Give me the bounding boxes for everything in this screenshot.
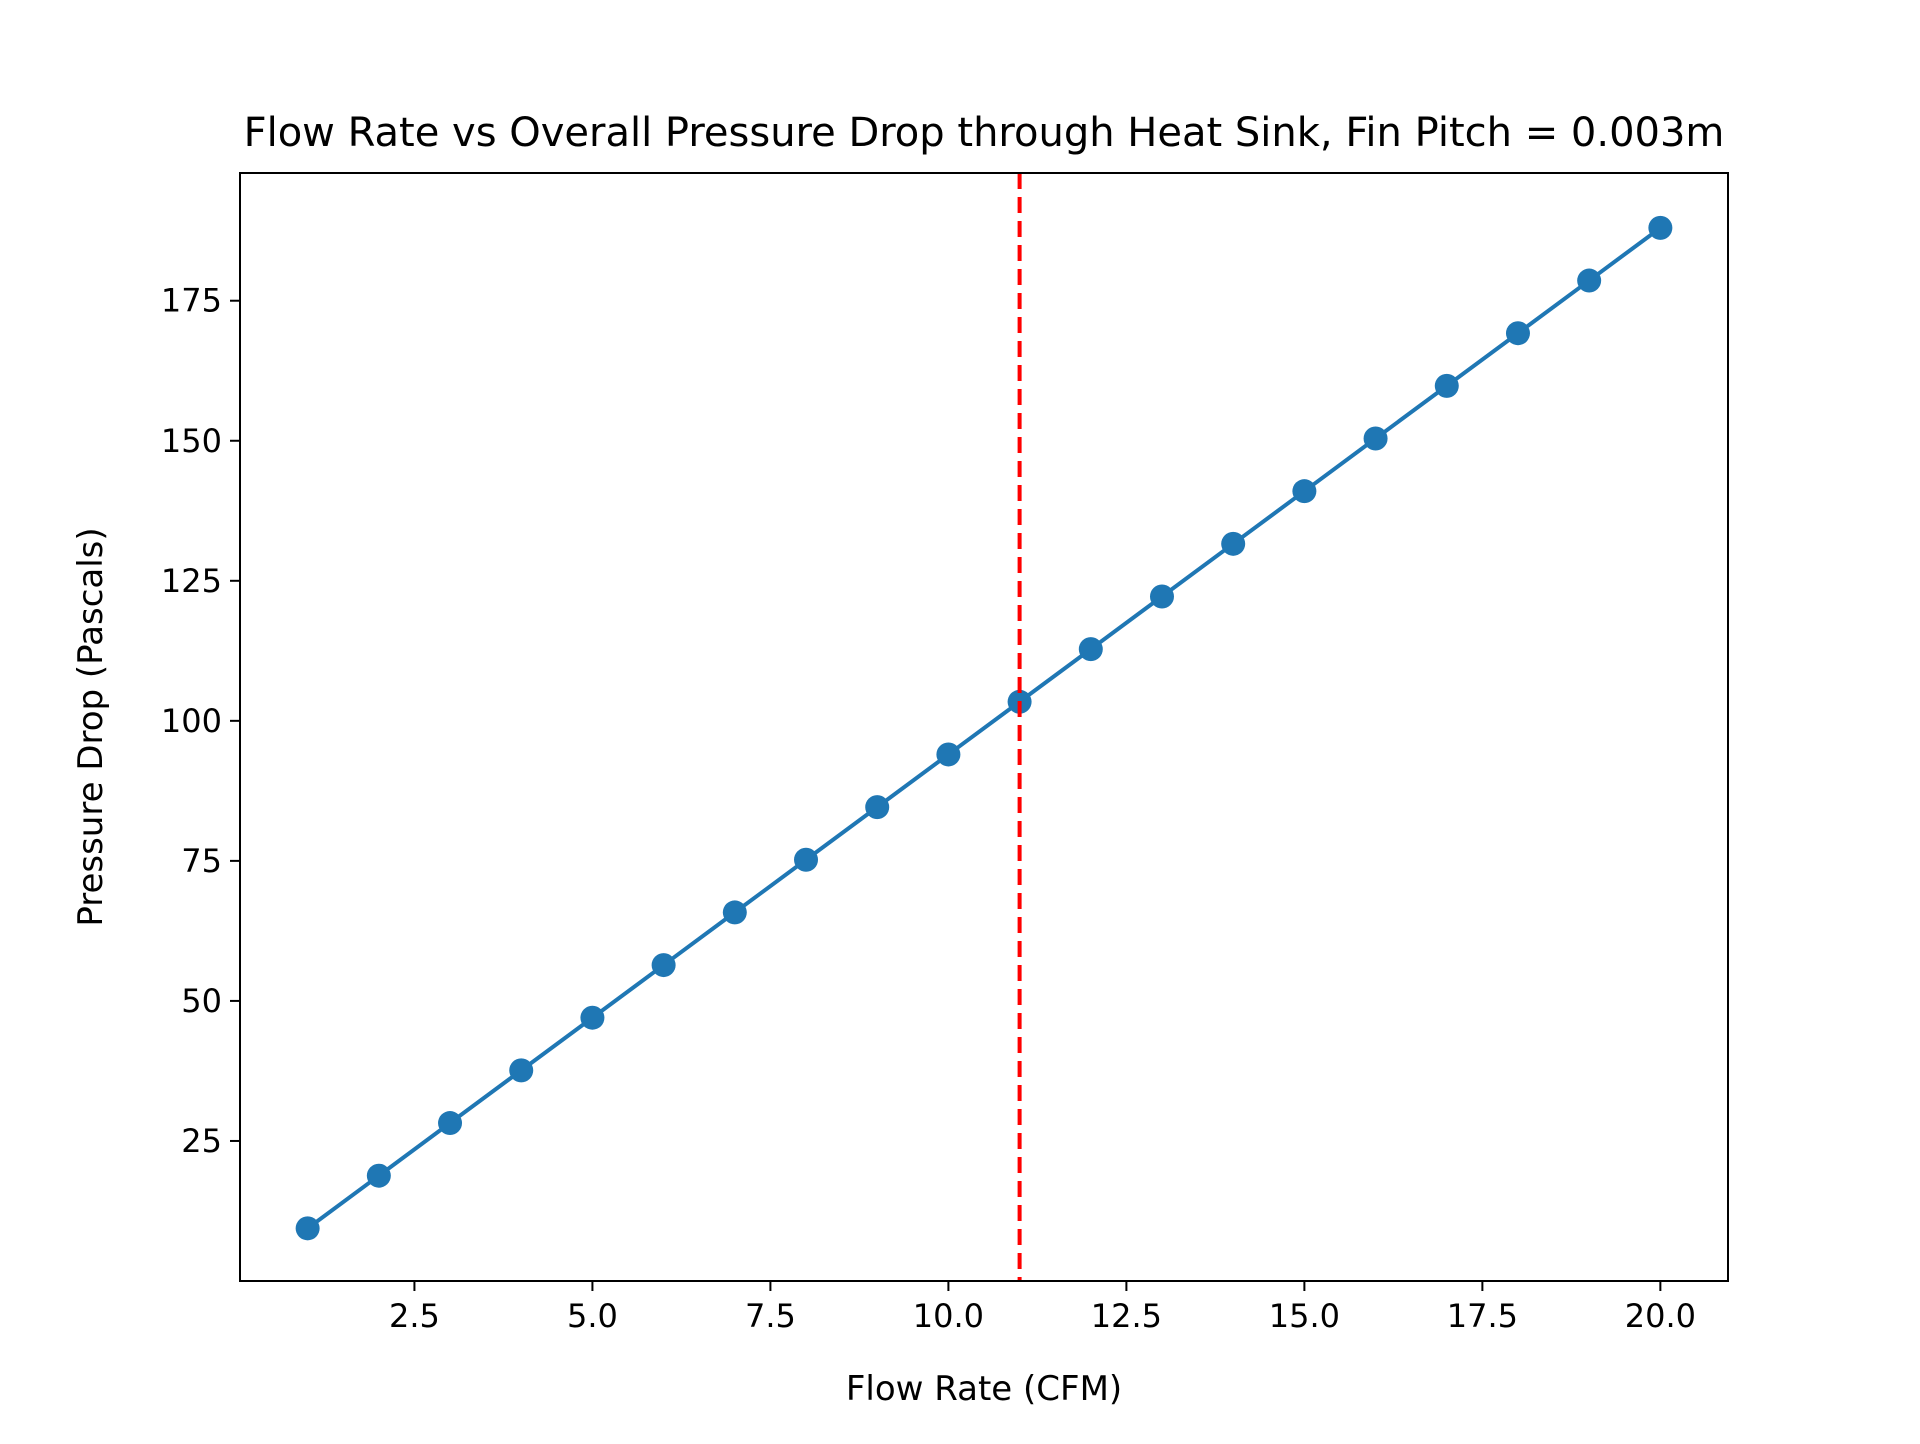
- y-tick-label: 150: [161, 422, 222, 460]
- data-point: [580, 1005, 605, 1030]
- data-point: [438, 1111, 463, 1136]
- axes-frame: [239, 172, 1729, 1282]
- plot-area: [295, 173, 1673, 1281]
- x-tick-label: 5.0: [567, 1297, 618, 1335]
- data-point: [509, 1058, 534, 1083]
- data-point: [1505, 321, 1530, 346]
- x-tick-label: 17.5: [1447, 1297, 1518, 1335]
- y-tick-label: 100: [161, 702, 222, 740]
- data-point: [1221, 531, 1246, 556]
- y-tick-label: 175: [161, 282, 222, 320]
- x-tick-label: 12.5: [1091, 1297, 1162, 1335]
- data-point: [1363, 426, 1388, 451]
- x-axis: 2.5 5.0 7.5 10.0 12.5 15.0 17.5 20.0: [389, 1281, 1696, 1335]
- data-point: [865, 795, 890, 820]
- data-point: [936, 742, 961, 767]
- data-point: [722, 900, 747, 925]
- y-axis: 25 50 75 100 125 150 175: [161, 282, 240, 1160]
- y-axis-label: Pressure Drop (Pascals): [71, 527, 111, 926]
- x-tick-label: 15.0: [1269, 1297, 1340, 1335]
- chart-title: Flow Rate vs Overall Pressure Drop throu…: [244, 110, 1725, 156]
- data-point: [295, 1216, 320, 1241]
- x-axis-label: Flow Rate (CFM): [846, 1369, 1122, 1409]
- x-tick-label: 20.0: [1625, 1297, 1696, 1335]
- data-point: [366, 1163, 391, 1188]
- x-tick-label: 2.5: [389, 1297, 440, 1335]
- y-tick-label: 50: [181, 982, 222, 1020]
- series-line: [306, 226, 1662, 1230]
- x-tick-label: 10.0: [913, 1297, 984, 1335]
- data-point: [1577, 268, 1602, 293]
- data-point: [1149, 584, 1174, 609]
- data-point: [1434, 373, 1459, 398]
- data-point: [1648, 215, 1673, 240]
- y-tick-label: 125: [161, 562, 222, 600]
- data-point: [1078, 637, 1103, 662]
- data-point: [794, 847, 819, 872]
- x-tick-label: 7.5: [745, 1297, 796, 1335]
- y-tick-label: 75: [181, 842, 222, 880]
- y-tick-label: 25: [181, 1122, 222, 1160]
- data-point: [651, 953, 676, 978]
- data-point: [1292, 479, 1317, 504]
